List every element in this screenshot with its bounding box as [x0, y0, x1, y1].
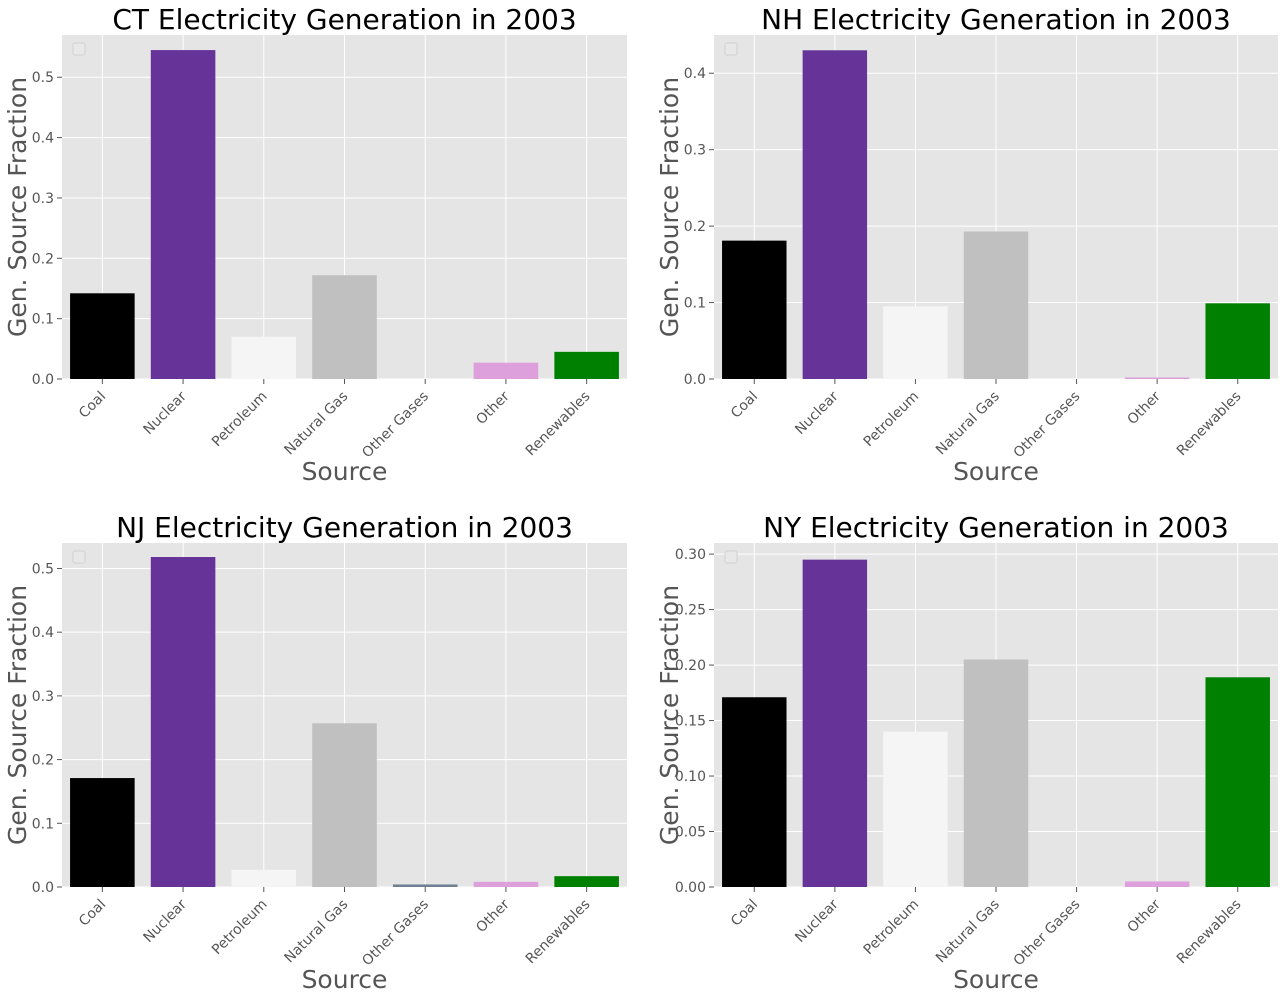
x-tick-label: Natural Gas	[281, 897, 351, 967]
y-tick-label: 0.4	[684, 66, 706, 82]
y-tick-label: 0.25	[675, 603, 706, 619]
y-tick-label: 0.00	[675, 880, 706, 896]
legend-box	[72, 42, 86, 56]
bar-petroleum	[231, 336, 297, 379]
y-tick-label: 0.2	[32, 753, 54, 769]
x-tick-label: Other Gases	[1011, 389, 1084, 462]
y-tick-label: 0.30	[675, 547, 706, 563]
x-tick-label: Petroleum	[209, 897, 271, 959]
x-tick-label: Other Gases	[1011, 897, 1084, 970]
y-tick-label: 0.0	[32, 372, 54, 388]
x-tick-label: Coal	[76, 389, 109, 422]
chart-title: NJ Electricity Generation in 2003	[116, 511, 573, 544]
y-axis-label: Gen. Source Fraction	[655, 77, 684, 337]
x-axis-label: Source	[302, 965, 388, 994]
x-tick-label: Coal	[728, 897, 761, 930]
x-tick-label: Renewables	[1174, 897, 1245, 968]
y-tick-label: 0.4	[32, 625, 54, 641]
chart-title: CT Electricity Generation in 2003	[112, 3, 576, 36]
x-tick-label: Coal	[76, 897, 109, 930]
x-tick-label: Renewables	[1174, 389, 1245, 460]
bar-other	[473, 362, 539, 379]
bar-petroleum	[883, 306, 948, 379]
chart-title: NY Electricity Generation in 2003	[763, 511, 1229, 544]
x-tick-label: Petroleum	[861, 389, 923, 451]
x-tick-label: Other Gases	[359, 389, 432, 462]
y-tick-label: 0.2	[684, 219, 706, 235]
x-tick-label: Petroleum	[861, 897, 923, 959]
x-tick-label: Other	[473, 388, 513, 428]
y-axis-label: Gen. Source Fraction	[3, 585, 32, 845]
x-tick-label: Nuclear	[792, 896, 842, 946]
y-tick-label: 0.0	[32, 880, 54, 896]
y-tick-label: 0.05	[675, 825, 706, 841]
x-tick-label: Nuclear	[792, 388, 842, 438]
bar-renewables	[1205, 677, 1270, 887]
x-tick-label: Nuclear	[140, 388, 190, 438]
y-tick-label: 0.4	[32, 131, 54, 147]
x-tick-label: Petroleum	[209, 389, 271, 451]
bar-other	[1124, 881, 1190, 887]
y-tick-label: 0.15	[675, 714, 706, 730]
bar-other-gases	[392, 884, 458, 887]
y-tick-label: 0.5	[32, 70, 54, 86]
y-axis-label: Gen. Source Fraction	[3, 77, 32, 337]
bar-coal	[70, 293, 135, 379]
legend-box	[724, 550, 738, 564]
x-axis-label: Source	[953, 965, 1039, 994]
y-tick-label: 0.2	[32, 251, 54, 267]
chart-nh: 0.0 0.1 0.2 0.3 0.4 Coal Nuclear Petroleum Natur…	[655, 3, 1278, 486]
y-tick-label: 0.1	[32, 816, 54, 832]
y-tick-label: 0.3	[32, 191, 54, 207]
y-tick-label: 0.3	[32, 689, 54, 705]
legend-box	[72, 550, 86, 564]
bar-renewables	[554, 876, 619, 887]
x-tick-label: Nuclear	[140, 896, 190, 946]
x-tick-label: Coal	[728, 389, 761, 422]
bar-coal	[70, 778, 135, 887]
bar-renewables	[554, 351, 619, 379]
chart-nj: 0.0 0.1 0.2 0.3 0.4 0.5 Coal Nuclear Petroleum Na…	[3, 511, 627, 994]
bar-petroleum	[883, 731, 948, 887]
x-tick-label: Natural Gas	[933, 897, 1003, 967]
bar-nuclear	[150, 557, 216, 887]
bar-petroleum	[231, 869, 297, 887]
y-tick-label: 0.20	[675, 658, 706, 674]
y-tick-label: 0.5	[32, 561, 54, 577]
x-tick-label: Renewables	[523, 389, 594, 460]
y-tick-label: 0.1	[32, 312, 54, 328]
y-axis-label: Gen. Source Fraction	[655, 585, 684, 845]
bar-coal	[722, 697, 787, 887]
x-tick-label: Renewables	[523, 897, 594, 968]
bar-nuclear	[802, 50, 868, 380]
bar-nuclear	[802, 559, 868, 887]
bar-nuclear	[150, 50, 216, 380]
bar-coal	[722, 240, 787, 379]
y-tick-label: 0.1	[684, 296, 706, 312]
chart-ny: 0.00 0.05 0.10 0.15 0.20 0.25 0.30 Coal Nuclear P…	[655, 511, 1278, 994]
x-axis-label: Source	[302, 457, 388, 486]
y-tick-label: 0.10	[675, 769, 706, 785]
x-tick-label: Other	[1125, 388, 1165, 428]
x-tick-label: Other	[473, 896, 513, 936]
legend-box	[724, 42, 738, 56]
bar-other	[473, 881, 539, 887]
x-tick-label: Natural Gas	[933, 389, 1003, 459]
x-tick-label: Other Gases	[359, 897, 432, 970]
bar-natural-gas	[963, 659, 1029, 887]
x-axis-label: Source	[953, 457, 1039, 486]
x-tick-label: Natural Gas	[281, 389, 351, 459]
bar-natural-gas	[963, 231, 1029, 379]
bar-other	[1124, 377, 1190, 379]
chart-ct: 0.0 0.1 0.2 0.3 0.4 0.5 Coal Nuclear Petroleum Na…	[3, 3, 627, 486]
chart-title: NH Electricity Generation in 2003	[761, 3, 1231, 36]
x-tick-label: Other	[1125, 896, 1165, 936]
y-tick-label: 0.0	[684, 372, 706, 388]
bar-natural-gas	[312, 275, 377, 379]
y-tick-label: 0.3	[684, 143, 706, 159]
bar-renewables	[1205, 303, 1270, 379]
bar-natural-gas	[312, 723, 377, 887]
